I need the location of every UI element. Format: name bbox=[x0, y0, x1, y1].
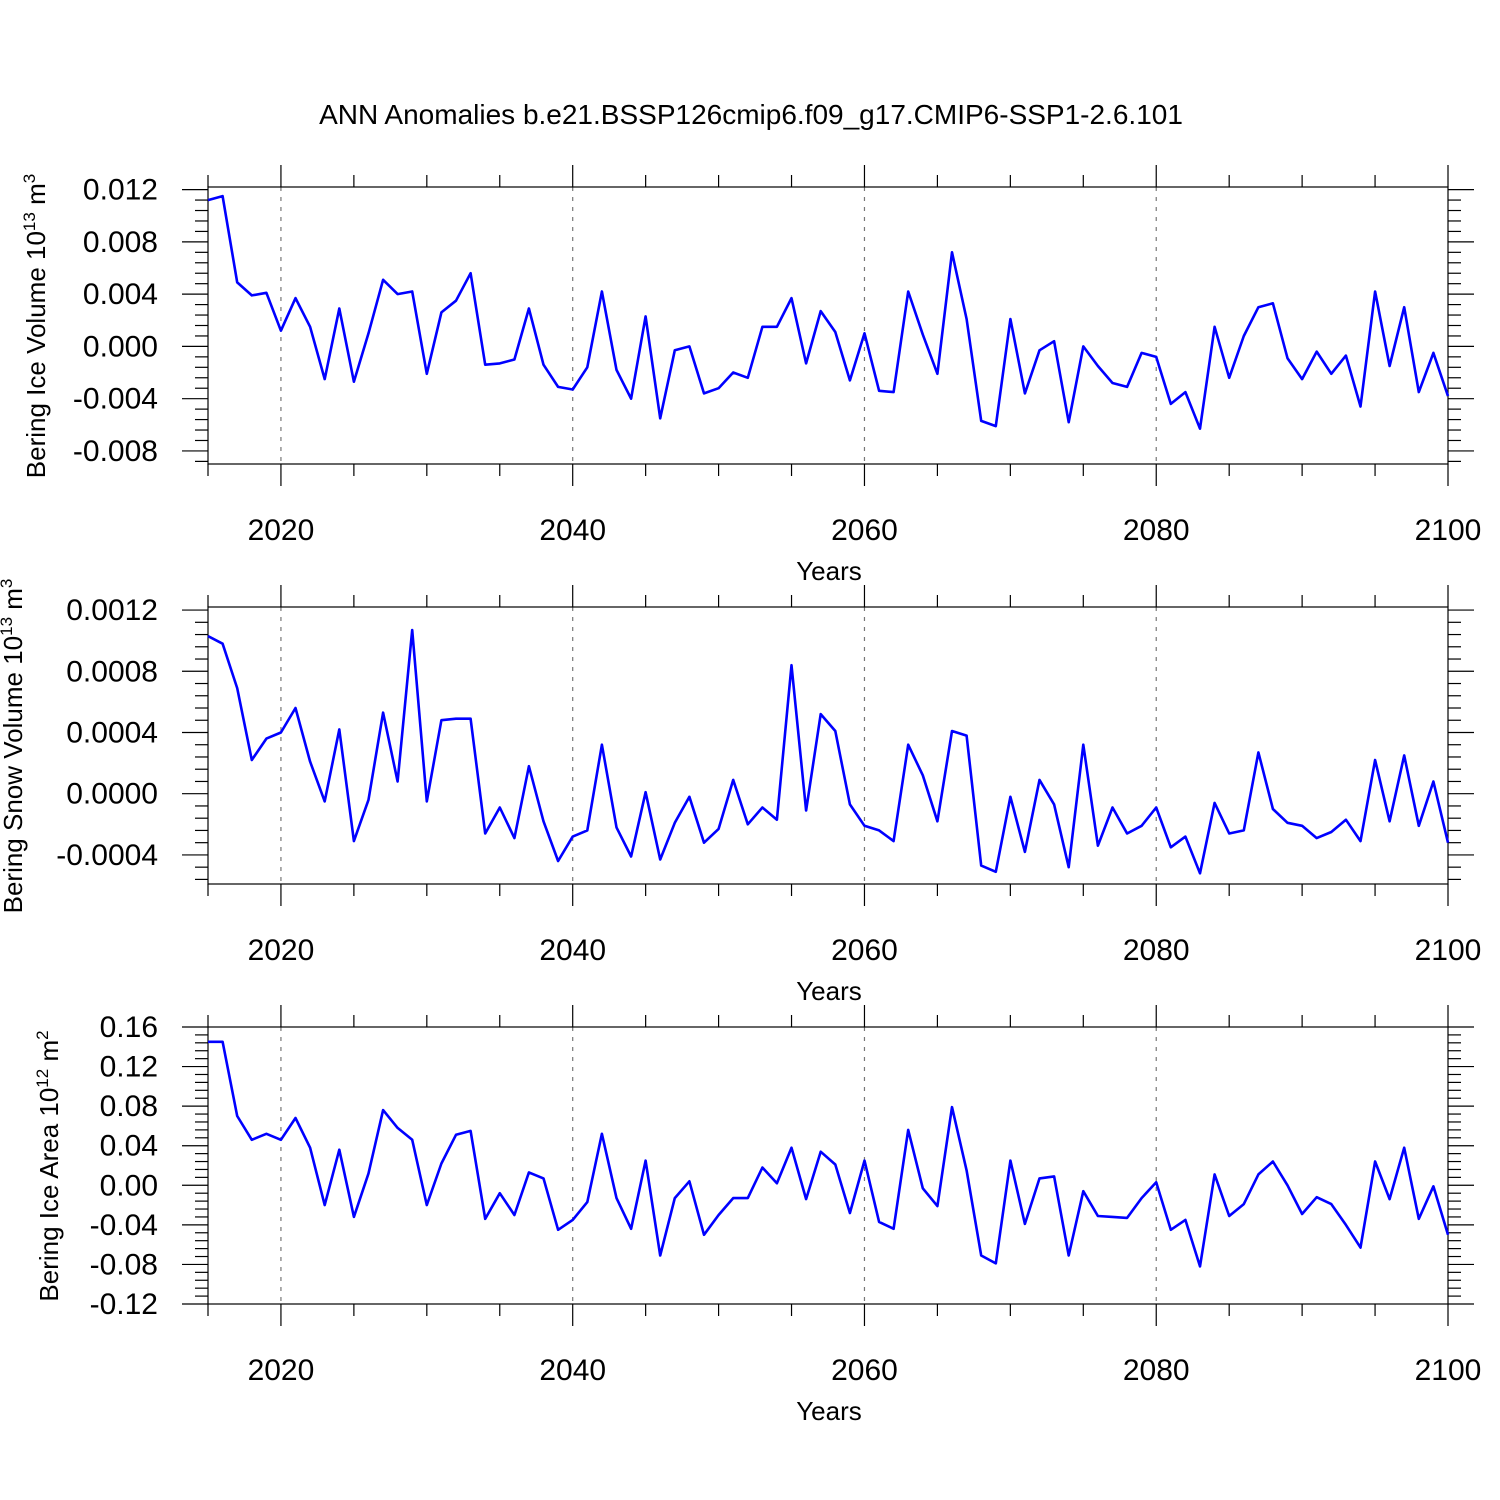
x-tick-label: 2040 bbox=[539, 514, 606, 547]
y-axis-label-superscript: 12 bbox=[33, 1069, 52, 1088]
y-tick-label: -0.04 bbox=[90, 1209, 158, 1242]
chart-title: ANN Anomalies b.e21.BSSP126cmip6.f09_g17… bbox=[319, 99, 1183, 130]
y-axis-label-text: m bbox=[34, 1040, 64, 1069]
x-tick-label: 2020 bbox=[248, 514, 315, 547]
y-axis-label: Bering Snow Volume 1013 m3 bbox=[0, 579, 28, 914]
plot-frame bbox=[207, 186, 1449, 465]
x-tick-label: 2100 bbox=[1415, 1354, 1482, 1387]
x-tick-label: 2100 bbox=[1415, 514, 1482, 547]
y-axis-label: Bering Ice Area 1012 m2 bbox=[33, 1030, 64, 1301]
x-tick-label: 2060 bbox=[831, 934, 898, 967]
y-axis-label-superscript: 13 bbox=[0, 617, 16, 636]
x-axis-label: Years bbox=[796, 1396, 862, 1426]
y-axis-label-superscript: 3 bbox=[20, 174, 39, 183]
y-tick-label: 0.0004 bbox=[66, 716, 158, 749]
y-tick-label: 0.008 bbox=[83, 226, 158, 259]
y-axis-label: Bering Ice Volume 1013 m3 bbox=[20, 174, 51, 478]
plot-frame bbox=[207, 606, 1449, 885]
x-tick-label: 2020 bbox=[248, 1354, 315, 1387]
x-tick-label: 2080 bbox=[1123, 934, 1190, 967]
x-axis-label: Years bbox=[796, 556, 862, 586]
x-tick-label: 2100 bbox=[1415, 934, 1482, 967]
y-axis-label-superscript: 13 bbox=[20, 212, 39, 231]
y-axis-label-text: Bering Snow Volume 10 bbox=[0, 636, 28, 914]
x-tick-label: 2080 bbox=[1123, 1354, 1190, 1387]
series-line bbox=[208, 1040, 1450, 1268]
y-tick-label: 0.0012 bbox=[66, 594, 158, 627]
chart-panel-2: 2020 2040 2060 2080 2100 0.0012 0.0008 0.0004 0.… bbox=[0, 579, 1481, 1006]
y-axis-label-superscript: 3 bbox=[0, 579, 16, 588]
x-tick-label: 2040 bbox=[539, 934, 606, 967]
y-tick-label: -0.0004 bbox=[56, 839, 158, 872]
y-tick-label: 0.12 bbox=[100, 1051, 158, 1084]
plot-frame bbox=[207, 1026, 1449, 1305]
y-axis-label-text: Bering Ice Area 10 bbox=[34, 1088, 64, 1302]
y-tick-label: -0.08 bbox=[90, 1248, 158, 1281]
x-tick-label: 2080 bbox=[1123, 514, 1190, 547]
y-tick-label: 0.04 bbox=[100, 1130, 158, 1163]
x-tick-label: 2020 bbox=[248, 934, 315, 967]
x-tick-label: 2040 bbox=[539, 1354, 606, 1387]
y-tick-label: 0.004 bbox=[83, 278, 158, 311]
y-tick-label: 0.0000 bbox=[66, 778, 158, 811]
y-tick-label: 0.16 bbox=[100, 1011, 158, 1044]
y-tick-label: -0.12 bbox=[90, 1288, 158, 1321]
y-tick-label: 0.012 bbox=[83, 174, 158, 207]
y-tick-label: -0.008 bbox=[73, 435, 158, 468]
x-axis-label: Years bbox=[796, 976, 862, 1006]
y-axis-label-superscript: 2 bbox=[33, 1030, 52, 1039]
y-tick-label: 0.08 bbox=[100, 1090, 158, 1123]
x-tick-label: 2060 bbox=[831, 514, 898, 547]
y-tick-label: -0.004 bbox=[73, 383, 158, 416]
y-tick-label: 0.00 bbox=[100, 1169, 158, 1202]
series-line bbox=[207, 194, 1450, 431]
y-axis-label-text: m bbox=[0, 588, 28, 617]
chart-panel-1: 2020 2040 2060 2080 2100 0.012 0.008 0.004 0.000… bbox=[20, 165, 1481, 586]
y-tick-label: 0.000 bbox=[83, 330, 158, 363]
y-axis-label-text: Bering Ice Volume 10 bbox=[21, 231, 51, 478]
y-tick-label: 0.0008 bbox=[66, 655, 158, 688]
x-tick-label: 2060 bbox=[831, 1354, 898, 1387]
y-axis-label-text: m bbox=[21, 183, 51, 212]
series-line bbox=[207, 628, 1450, 875]
chart-panel-3: 2020 2040 2060 2080 2100 0.16 0.12 0.08 0.04 0.00… bbox=[33, 1005, 1481, 1426]
